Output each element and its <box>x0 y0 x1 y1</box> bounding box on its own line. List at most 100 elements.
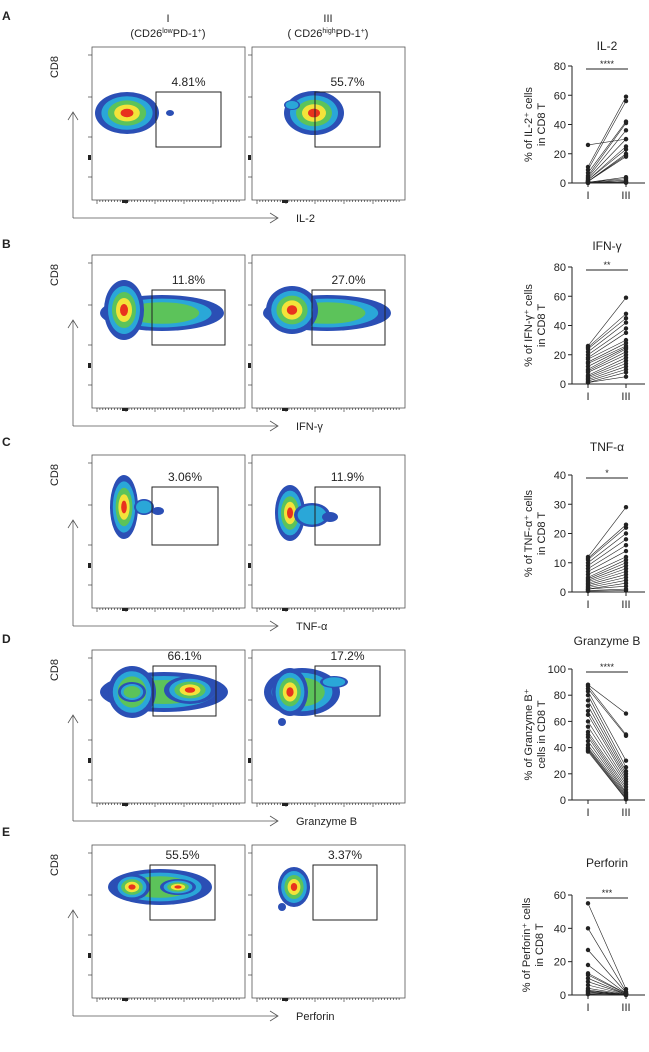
gate-percentage: 17.2% <box>330 649 364 663</box>
flow-plot-I: 55.5% <box>91 844 246 999</box>
pair-line <box>587 747 627 797</box>
density-contour <box>290 883 298 891</box>
pair-line <box>587 748 627 798</box>
plot-frame <box>251 844 406 999</box>
pair-line <box>587 688 627 736</box>
density-contour <box>286 687 294 697</box>
y-tick-label: 20 <box>554 957 566 969</box>
y-tick-label: 30 <box>554 499 566 511</box>
tick-cluster <box>248 953 251 958</box>
pair-line <box>587 973 627 994</box>
data-point-I <box>585 719 591 724</box>
pair-line <box>587 342 627 363</box>
y-tick-label: 60 <box>554 890 566 902</box>
data-point-I <box>585 734 591 740</box>
pair-line <box>587 138 627 146</box>
y-axis-marker-cd8: CD8 <box>49 464 61 486</box>
x-tick-label: I <box>586 391 589 403</box>
x-arrow-head <box>269 212 279 224</box>
data-point-III <box>623 94 629 99</box>
y-tick-label: 60 <box>554 291 566 303</box>
pair-line <box>587 539 627 566</box>
pair-line <box>587 993 627 996</box>
data-point-III <box>623 504 629 510</box>
pair-line <box>587 562 627 580</box>
y-tick-label: 40 <box>554 120 566 132</box>
density-contour <box>285 101 299 109</box>
y-tick-label: 80 <box>554 262 566 274</box>
pair-line <box>587 744 627 795</box>
data-point-III <box>623 374 629 379</box>
gate-rectangle <box>149 864 216 921</box>
flow-plot-I: 4.81% <box>91 46 246 201</box>
y-axis-label: in CD8 T <box>536 304 548 347</box>
x-tick-label: III <box>621 391 630 403</box>
data-point-I <box>585 738 591 744</box>
pair-line <box>587 122 627 176</box>
y-axis-ticks <box>88 852 92 976</box>
data-point-I <box>585 380 591 385</box>
data-point-III <box>623 295 629 300</box>
gate-rectangle <box>314 665 381 717</box>
pair-line <box>587 550 627 572</box>
gate-percentage: 55.5% <box>165 848 199 862</box>
y-axis-label: in CD8 T <box>536 103 548 146</box>
y-tick-label: 40 <box>554 470 566 482</box>
y-arrow-head <box>67 714 79 724</box>
pair-line <box>587 565 627 581</box>
data-point-III <box>623 315 629 321</box>
pair-line <box>587 313 627 348</box>
pair-line <box>587 544 627 569</box>
pair-line <box>587 354 627 373</box>
y-tick-label: 60 <box>554 90 566 102</box>
data-point-III <box>623 128 629 133</box>
data-point-I <box>585 142 591 148</box>
significance-stars: *** <box>602 888 613 898</box>
y-tick-label: 60 <box>554 716 566 728</box>
plot-frame <box>251 254 406 409</box>
gate-rectangle <box>152 665 217 717</box>
gate-percentage: 11.9% <box>331 470 364 484</box>
data-point-III <box>623 711 629 716</box>
x-axis-marker: Perforin <box>296 1011 335 1023</box>
data-point-I <box>585 976 591 981</box>
data-point-III <box>623 98 629 104</box>
data-point-III <box>623 136 629 142</box>
data-point-I <box>585 926 591 931</box>
data-point-I <box>585 991 591 997</box>
y-tick-label: 100 <box>548 664 566 676</box>
y-tick-label: 10 <box>554 558 566 570</box>
data-point-I <box>585 703 591 708</box>
pair-line <box>587 974 627 994</box>
gate-rectangle <box>151 486 219 546</box>
pair-line <box>587 366 627 380</box>
pair-line <box>587 527 627 561</box>
y-axis-marker-cd8: CD8 <box>49 56 61 78</box>
plot-frame <box>251 454 406 609</box>
pair-line <box>587 751 627 800</box>
y-axis-marker-cd8: CD8 <box>49 854 61 876</box>
pair-line <box>587 984 627 995</box>
pair-line <box>587 684 627 714</box>
gate-rectangle <box>314 486 381 546</box>
data-point-I <box>585 724 591 729</box>
significance-stars: **** <box>600 662 615 672</box>
flow-plot-I: 11.8% <box>91 254 246 409</box>
x-tick-label: I <box>586 599 589 611</box>
data-point-III <box>623 180 629 185</box>
x-tick-label: I <box>586 807 589 819</box>
density-contour <box>128 884 136 890</box>
y-tick-label: 20 <box>554 149 566 161</box>
y-tick-label: 20 <box>554 529 566 541</box>
density-contour <box>123 686 141 698</box>
header-part: ) <box>202 28 206 40</box>
pair-line <box>587 360 627 377</box>
pair-line <box>587 691 627 761</box>
pair-line <box>587 328 627 355</box>
x-tick-label: III <box>621 1002 630 1014</box>
data-point-I <box>585 979 591 984</box>
y-tick-label: 0 <box>560 795 566 807</box>
tick-cluster <box>282 803 288 806</box>
tick-cluster <box>122 608 128 611</box>
